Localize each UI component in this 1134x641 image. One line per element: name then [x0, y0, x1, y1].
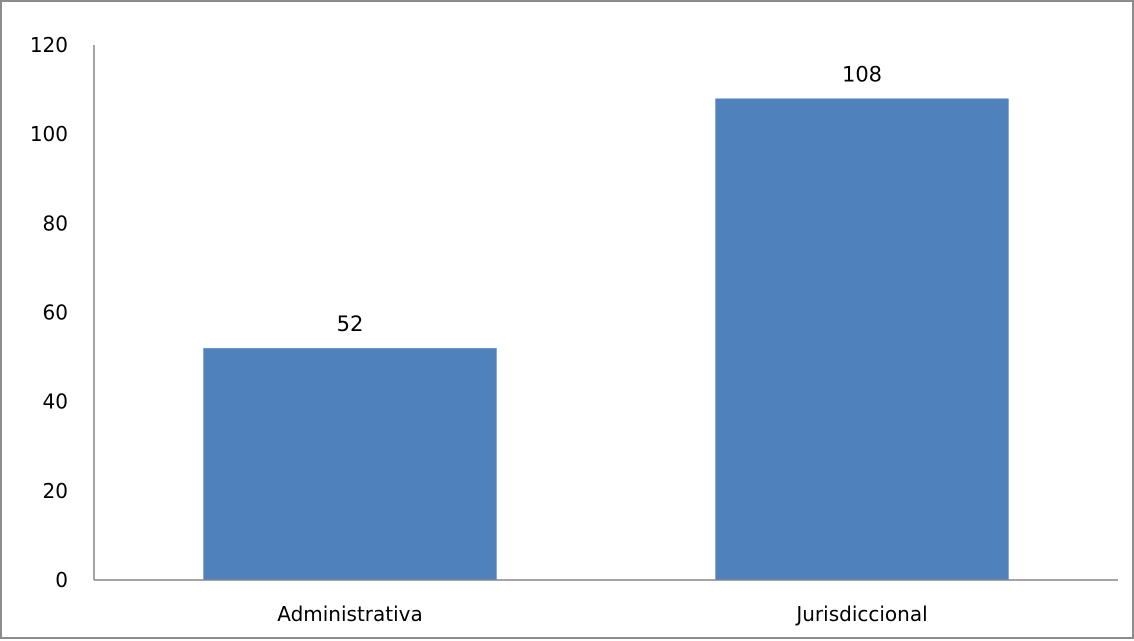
- y-tick-label: 0: [55, 568, 68, 592]
- category-label: Administrativa: [277, 602, 423, 626]
- data-label: 108: [842, 63, 882, 87]
- y-axis-tick-labels: 0 20 40 60 80 100 120: [30, 33, 68, 592]
- y-tick-label: 100: [30, 122, 68, 146]
- data-labels: 52 108: [337, 63, 882, 337]
- data-label: 52: [337, 312, 364, 336]
- bar-jurisdiccional: [715, 98, 1009, 580]
- bar-administrativa: [203, 348, 497, 580]
- y-tick-label: 20: [43, 479, 68, 503]
- y-tick-label: 120: [30, 33, 68, 57]
- y-tick-label: 80: [43, 211, 68, 235]
- x-axis-category-labels: Administrativa Jurisdiccional: [277, 602, 927, 626]
- bars: [203, 98, 1009, 580]
- y-tick-label: 40: [43, 390, 68, 414]
- y-tick-label: 60: [43, 301, 68, 325]
- category-label: Jurisdiccional: [794, 602, 927, 626]
